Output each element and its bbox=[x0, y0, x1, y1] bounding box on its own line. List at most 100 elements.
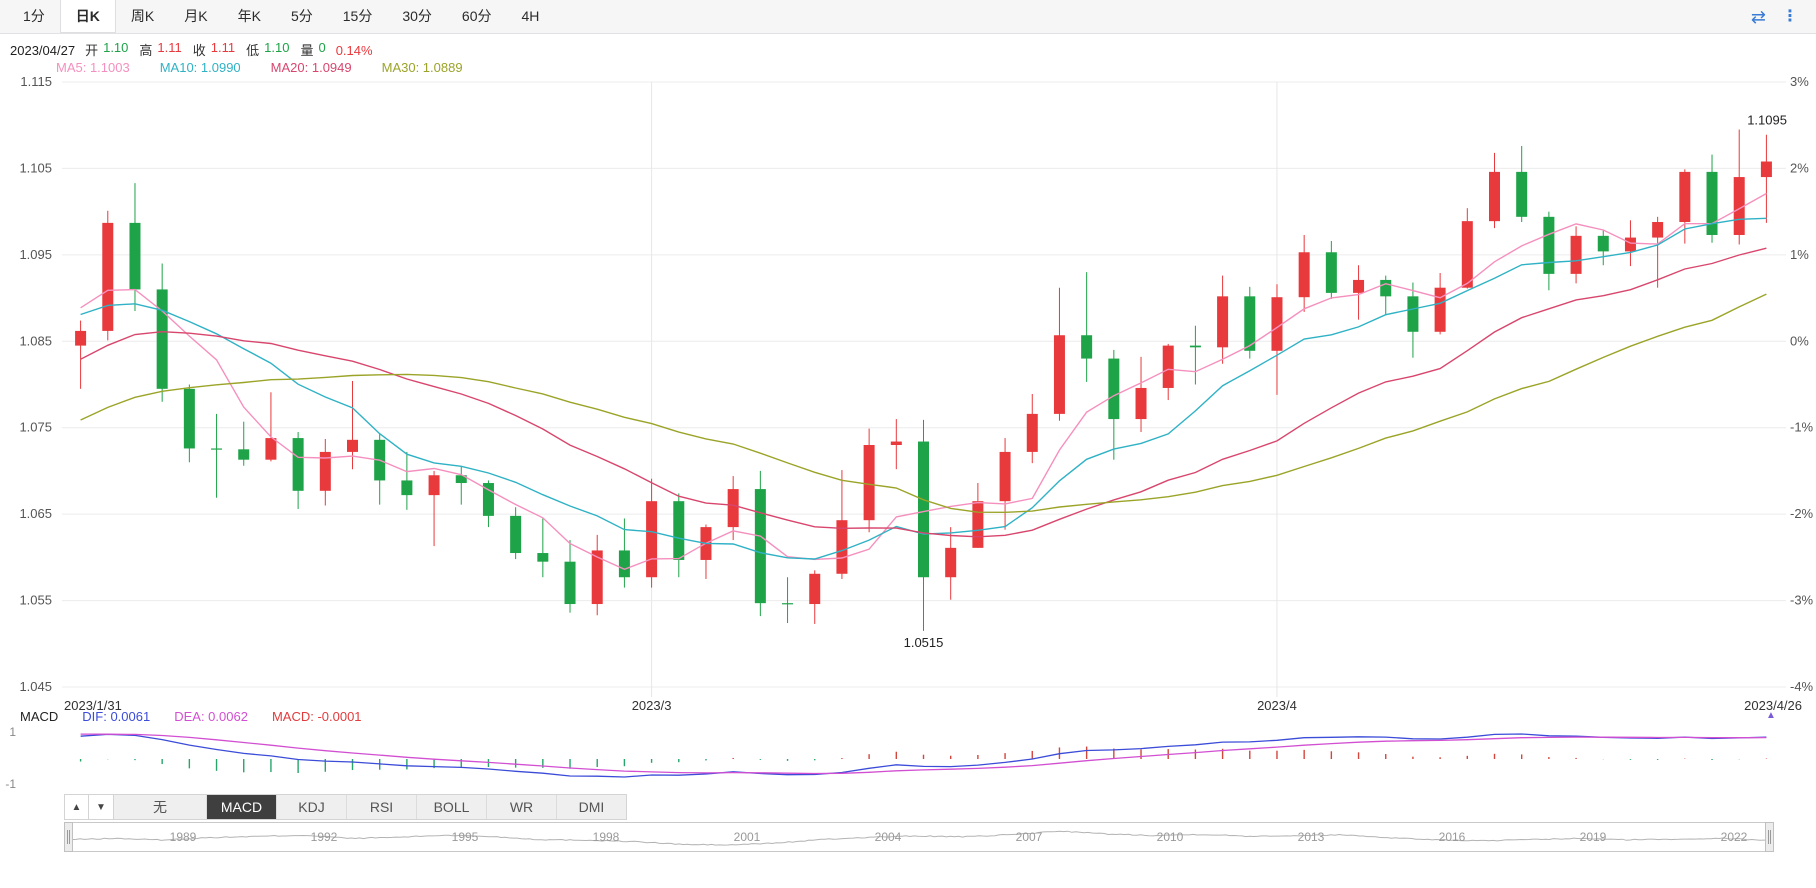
timeframe-tab-yearly[interactable]: 年K bbox=[237, 8, 261, 24]
pane-up-button[interactable]: ▲ bbox=[64, 794, 89, 820]
timeframe-tab-weekly[interactable]: 周K bbox=[130, 8, 155, 24]
candle[interactable] bbox=[1108, 349, 1120, 460]
candle[interactable] bbox=[374, 433, 386, 505]
candle[interactable] bbox=[1760, 134, 1772, 223]
pane-marker-icon[interactable]: ▲ bbox=[1766, 710, 1776, 721]
candle[interactable] bbox=[102, 210, 114, 341]
candle[interactable] bbox=[1244, 286, 1256, 359]
candle[interactable] bbox=[1353, 265, 1365, 320]
candle[interactable] bbox=[156, 263, 168, 402]
candle[interactable] bbox=[727, 476, 739, 541]
price-axis-label: 1.045 bbox=[19, 679, 52, 694]
candle[interactable] bbox=[1597, 229, 1609, 266]
candle[interactable] bbox=[1570, 226, 1582, 284]
indicator-tabs: 无 MACD KDJ RSI BOLL WR DMI bbox=[114, 794, 627, 820]
candle[interactable] bbox=[319, 438, 331, 506]
timeframe-tabs: 1分 日K 周K 月K 年K 5分 15分 30分 60分 4H bbox=[0, 0, 554, 33]
candle[interactable] bbox=[1162, 343, 1174, 401]
percent-axis-label: 2% bbox=[1790, 160, 1809, 175]
candle[interactable] bbox=[1189, 325, 1201, 385]
indicator-tab-kdj[interactable]: KDJ bbox=[276, 795, 346, 819]
candle[interactable] bbox=[1325, 241, 1337, 299]
candle[interactable] bbox=[836, 470, 848, 579]
candle[interactable] bbox=[646, 478, 658, 588]
candle[interactable] bbox=[945, 527, 957, 600]
candle[interactable] bbox=[1053, 287, 1065, 421]
timeframe-tab-15min[interactable]: 15分 bbox=[342, 8, 373, 24]
candle[interactable] bbox=[510, 507, 522, 560]
candle[interactable] bbox=[1679, 169, 1691, 244]
timeframe-tab-30min[interactable]: 30分 bbox=[402, 8, 432, 24]
timeframe-tab-monthly[interactable]: 月K bbox=[184, 8, 208, 24]
candle[interactable] bbox=[75, 320, 87, 389]
more-menu-icon[interactable]: ⋮ bbox=[1782, 7, 1798, 25]
candle[interactable] bbox=[482, 480, 494, 528]
candle[interactable] bbox=[455, 466, 467, 505]
candle[interactable] bbox=[591, 534, 603, 616]
candle-body bbox=[1652, 222, 1664, 238]
candle[interactable] bbox=[782, 577, 794, 624]
candle[interactable] bbox=[401, 451, 413, 510]
indicator-tab-wr[interactable]: WR bbox=[486, 795, 556, 819]
indicator-tab-dmi[interactable]: DMI bbox=[556, 795, 626, 819]
candle[interactable] bbox=[1706, 154, 1718, 243]
candle[interactable] bbox=[1298, 234, 1310, 312]
candle[interactable] bbox=[537, 518, 549, 578]
candle[interactable] bbox=[238, 421, 250, 466]
timeframe-tab-5min[interactable]: 5分 bbox=[290, 8, 313, 24]
candle[interactable] bbox=[1489, 152, 1500, 229]
candlestick-chart[interactable]: 1.115 3% 1.105 2% 1.095 1% 1.085 0% 1.075 -1% 1.06… bbox=[0, 70, 1816, 715]
timeframe-tab-daily[interactable]: 日K bbox=[59, 0, 116, 33]
timeframe-tab-4h[interactable]: 4H bbox=[521, 8, 540, 24]
candle[interactable] bbox=[1652, 216, 1664, 288]
price-axis-label: 1.085 bbox=[19, 333, 52, 348]
candle[interactable] bbox=[1516, 145, 1528, 223]
indicator-tab-rsi[interactable]: RSI bbox=[346, 795, 416, 819]
candle[interactable] bbox=[863, 428, 875, 533]
indicator-tab-macd[interactable]: MACD bbox=[206, 795, 276, 819]
candle[interactable] bbox=[1733, 129, 1745, 245]
dif-line bbox=[80, 733, 1767, 778]
candle[interactable] bbox=[1407, 282, 1419, 358]
candle[interactable] bbox=[1380, 275, 1392, 316]
ma30-line bbox=[80, 293, 1767, 514]
quote-open-value: 1.10 bbox=[103, 40, 129, 55]
pane-down-button[interactable]: ▼ bbox=[89, 794, 114, 820]
candle[interactable] bbox=[211, 413, 223, 498]
candle[interactable] bbox=[265, 392, 277, 462]
range-handle-right[interactable] bbox=[1765, 822, 1774, 852]
indicator-tab-boll[interactable]: BOLL bbox=[416, 795, 486, 819]
multi-chart-icon[interactable]: ⇄ bbox=[1750, 6, 1766, 27]
candle[interactable] bbox=[347, 381, 358, 470]
candle[interactable] bbox=[700, 524, 712, 579]
range-handle-left[interactable] bbox=[64, 822, 73, 852]
candle[interactable] bbox=[1026, 394, 1038, 464]
candle-body bbox=[1434, 287, 1446, 332]
candle-body bbox=[1733, 177, 1745, 235]
ma20-line bbox=[80, 247, 1767, 538]
candle[interactable] bbox=[918, 419, 929, 631]
indicator-tab-none[interactable]: 无 bbox=[153, 799, 167, 815]
candle[interactable] bbox=[1543, 211, 1555, 291]
timeline-scrubber[interactable]: 1989 1992 1995 1998 2001 2004 2007 2010 2013 2016… bbox=[64, 822, 1774, 852]
candle[interactable] bbox=[1217, 275, 1229, 364]
timeframe-tab-60min[interactable]: 60分 bbox=[461, 8, 492, 24]
candle[interactable] bbox=[428, 470, 440, 547]
candle[interactable] bbox=[1081, 272, 1093, 382]
candle[interactable] bbox=[564, 540, 576, 613]
macd-pane[interactable]: 1 -1 bbox=[0, 724, 1816, 792]
candle[interactable] bbox=[292, 432, 304, 509]
candle[interactable] bbox=[972, 483, 984, 548]
candle[interactable] bbox=[1135, 356, 1147, 433]
candle[interactable] bbox=[1461, 208, 1473, 289]
macd-legend: MACD DIF: 0.0061 DEA: 0.0062 MACD: -0.00… bbox=[20, 709, 362, 724]
timeframe-tab-1min[interactable]: 1分 bbox=[23, 8, 45, 24]
candle[interactable] bbox=[809, 570, 821, 624]
candle[interactable] bbox=[1271, 284, 1283, 395]
candle[interactable] bbox=[999, 438, 1011, 530]
candle[interactable] bbox=[754, 470, 766, 617]
candle[interactable] bbox=[183, 384, 195, 463]
candle[interactable] bbox=[890, 419, 902, 470]
candle-body bbox=[1244, 296, 1256, 351]
candle[interactable] bbox=[673, 493, 685, 578]
